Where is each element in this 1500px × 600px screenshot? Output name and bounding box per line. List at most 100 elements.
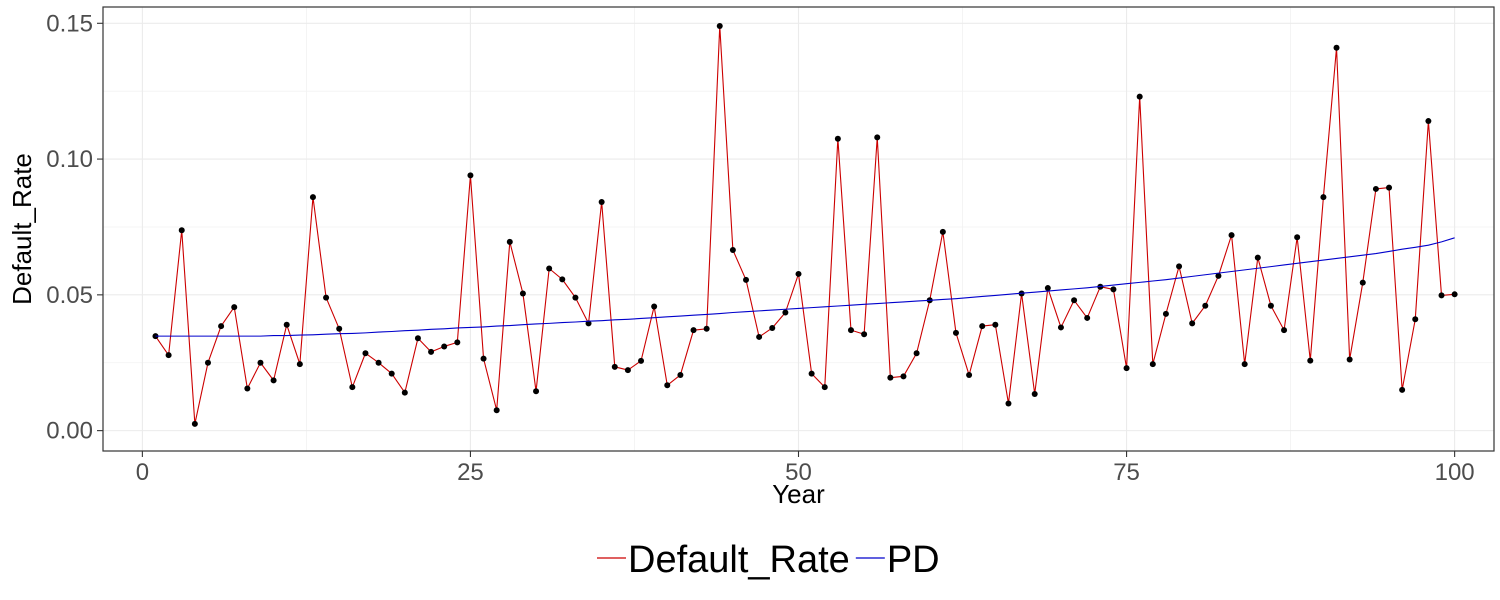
data-point — [467, 172, 474, 179]
data-point — [191, 420, 198, 427]
legend: Default_Rate PD — [597, 539, 940, 581]
y-axis-title: Default_Rate — [7, 153, 37, 305]
legend-item: Default_Rate — [597, 539, 850, 581]
data-point — [1228, 232, 1235, 239]
x-tick-label: 25 — [457, 459, 484, 486]
series-layer — [152, 23, 1458, 427]
data-point — [729, 247, 736, 254]
data-point — [821, 384, 828, 391]
data-point — [1281, 327, 1288, 334]
data-point — [585, 320, 592, 327]
data-point — [1044, 285, 1051, 292]
data-point — [979, 323, 986, 330]
data-point — [1267, 302, 1274, 309]
data-point — [690, 327, 697, 334]
major-gridlines — [103, 7, 1494, 451]
data-point — [533, 388, 540, 395]
data-point — [795, 270, 802, 277]
data-point — [1346, 356, 1353, 363]
y-tick-label: 0.05 — [46, 282, 93, 309]
data-point — [454, 339, 461, 346]
data-point — [1333, 44, 1340, 51]
data-point — [861, 331, 868, 338]
data-point — [1071, 297, 1078, 304]
data-point — [1412, 316, 1419, 323]
data-point — [204, 359, 211, 366]
data-point — [519, 290, 526, 297]
data-point — [1005, 400, 1012, 407]
data-point — [388, 370, 395, 377]
data-point — [913, 350, 920, 357]
data-point — [414, 335, 421, 342]
data-point — [1451, 291, 1458, 298]
series-line — [155, 237, 1455, 337]
y-axis: 0.00 0.05 0.10 0.15 — [46, 10, 103, 445]
data-point — [559, 276, 566, 283]
y-tick-label: 0.15 — [46, 10, 93, 37]
data-point — [664, 382, 671, 389]
data-point — [756, 333, 763, 340]
data-point — [349, 384, 356, 391]
data-point — [716, 23, 723, 30]
data-point — [441, 343, 448, 350]
data-point — [782, 309, 789, 316]
data-point — [1254, 254, 1261, 261]
x-tick-label: 75 — [1113, 459, 1140, 486]
legend-item: PD — [855, 539, 940, 581]
data-point — [178, 227, 185, 234]
data-point — [651, 303, 658, 310]
data-point — [1110, 286, 1117, 293]
data-point — [611, 363, 618, 370]
data-point — [323, 294, 330, 301]
data-point — [992, 321, 999, 328]
x-tick-label: 100 — [1435, 459, 1475, 486]
data-point — [270, 377, 277, 384]
data-point — [677, 371, 684, 378]
data-point — [1189, 320, 1196, 327]
data-point — [624, 367, 631, 374]
data-point — [808, 370, 815, 377]
data-point — [257, 359, 264, 366]
y-tick-label: 0.10 — [46, 146, 93, 173]
data-point — [1320, 194, 1327, 201]
x-axis: 0 25 50 75 100 — [136, 451, 1475, 486]
data-point — [401, 389, 408, 396]
data-point — [506, 238, 513, 245]
data-point — [1149, 361, 1156, 368]
data-point — [296, 361, 303, 368]
data-point — [1031, 390, 1038, 397]
data-point — [1202, 302, 1209, 309]
data-point — [638, 357, 645, 364]
data-point — [244, 385, 251, 392]
data-point — [703, 325, 710, 332]
data-point — [900, 373, 907, 380]
series-pd — [155, 237, 1455, 337]
data-point — [1359, 279, 1366, 286]
data-point — [309, 194, 316, 201]
data-point — [1084, 314, 1091, 321]
data-point — [1425, 118, 1432, 125]
data-point — [1372, 185, 1379, 192]
data-point — [1307, 357, 1314, 364]
data-point — [1386, 184, 1393, 191]
data-point — [1215, 272, 1222, 279]
data-point — [847, 327, 854, 334]
data-point — [939, 228, 946, 235]
x-axis-title: Year — [772, 479, 825, 509]
data-point — [1057, 324, 1064, 331]
data-point — [1162, 310, 1169, 317]
data-point — [1294, 234, 1301, 241]
data-point — [1136, 93, 1143, 100]
data-point — [375, 359, 382, 366]
series-line — [155, 25, 1455, 425]
data-point — [480, 355, 487, 362]
data-point — [769, 324, 776, 331]
data-point — [598, 198, 605, 205]
data-point — [428, 348, 435, 355]
data-point — [1399, 386, 1406, 393]
x-tick-label: 0 — [136, 459, 149, 486]
data-point — [336, 325, 343, 332]
data-point — [1438, 292, 1445, 299]
